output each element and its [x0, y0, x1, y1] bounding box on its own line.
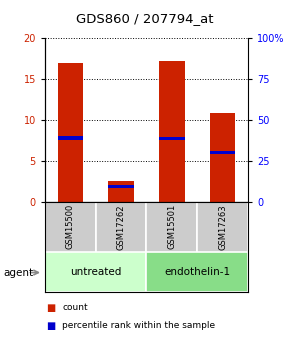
Text: GSM15501: GSM15501 — [167, 204, 176, 249]
Bar — [159, 61, 184, 202]
Text: count: count — [62, 303, 88, 312]
Bar — [108, 185, 134, 188]
Text: GSM15500: GSM15500 — [66, 204, 75, 249]
Bar — [159, 137, 184, 140]
Bar — [58, 136, 83, 139]
Bar — [210, 151, 235, 154]
Text: GSM17262: GSM17262 — [117, 204, 126, 249]
Bar — [197, 202, 248, 252]
Text: percentile rank within the sample: percentile rank within the sample — [62, 321, 215, 330]
Bar — [58, 62, 83, 202]
Bar — [146, 202, 197, 252]
Text: GDS860 / 207794_at: GDS860 / 207794_at — [76, 12, 214, 25]
Text: agent: agent — [3, 268, 33, 277]
Text: endothelin-1: endothelin-1 — [164, 267, 230, 277]
Bar — [210, 113, 235, 202]
Bar — [108, 181, 134, 202]
Text: GSM17263: GSM17263 — [218, 204, 227, 250]
Bar — [45, 252, 146, 292]
Text: untreated: untreated — [70, 267, 122, 277]
Bar — [96, 202, 146, 252]
Bar — [146, 252, 248, 292]
Text: ■: ■ — [46, 321, 56, 331]
Text: ■: ■ — [46, 303, 56, 313]
Bar — [45, 202, 96, 252]
